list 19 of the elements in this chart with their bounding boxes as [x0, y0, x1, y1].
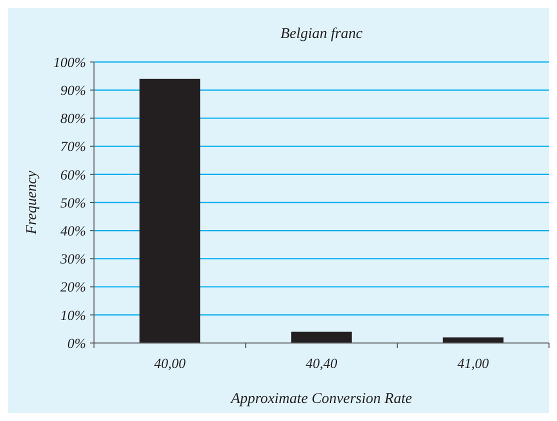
y-tick-label: 90% [60, 84, 86, 99]
x-axis-title: Approximate Conversion Rate [230, 391, 412, 407]
y-tick-label: 10% [60, 308, 86, 324]
bar [291, 332, 352, 343]
x-tick-label: 40,00 [154, 357, 186, 372]
y-tick-label: 80% [60, 112, 86, 128]
bar [140, 78, 200, 343]
y-tick-label: 60% [60, 168, 86, 184]
y-tick-label: 50% [60, 196, 86, 212]
y-tick-label: 30% [59, 252, 86, 268]
y-tick-label: 100% [53, 56, 86, 71]
y-tick-label: 0% [67, 336, 86, 352]
x-tick-label: 41,00 [457, 357, 489, 372]
chart-title: Belgian franc [280, 26, 363, 42]
y-tick-label: 70% [60, 140, 86, 156]
y-tick-label: 20% [60, 280, 86, 296]
x-tick-label: 40,40 [306, 357, 338, 372]
y-tick-label: 40% [60, 224, 86, 240]
y-axis-title: Frequency [24, 170, 40, 236]
